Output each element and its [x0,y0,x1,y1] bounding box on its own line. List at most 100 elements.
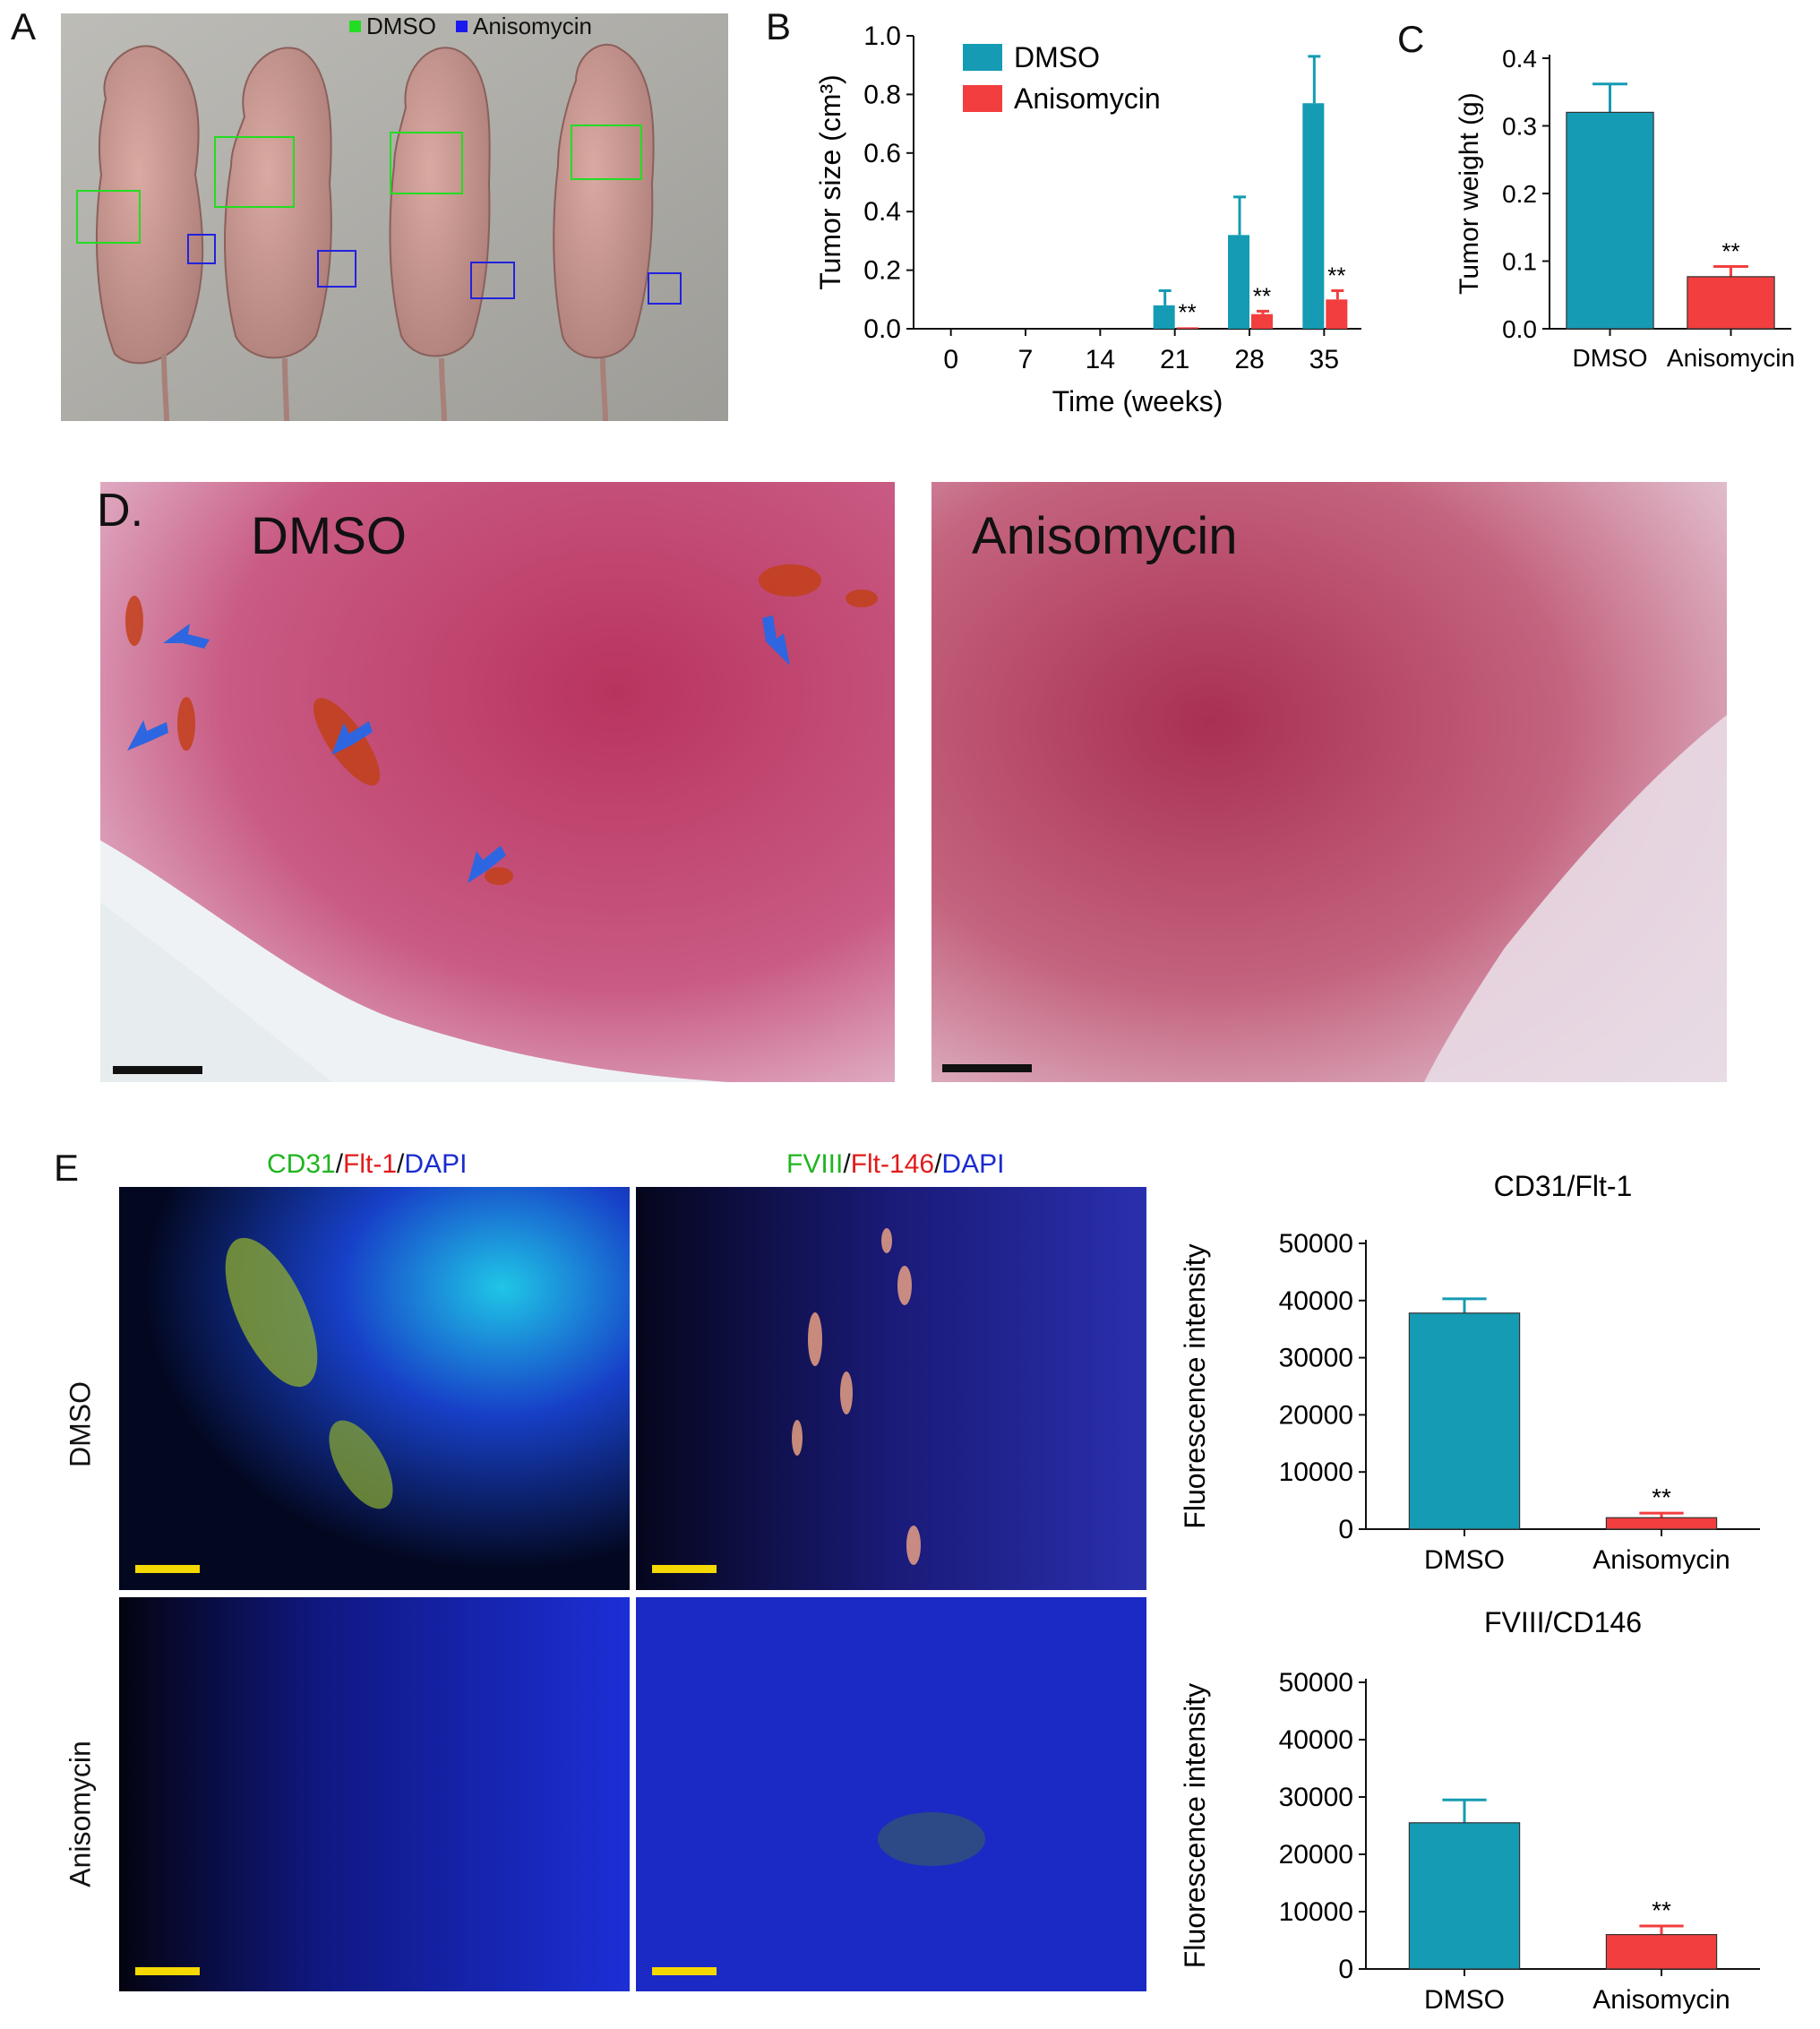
chart-e2-significance: ** [1652,1896,1671,1924]
chart-e2-bar [1605,1934,1718,1970]
legend-dmso-swatch [349,21,361,32]
chart-b-legend-label: DMSO [1014,41,1100,73]
chart-b-x-tick-label: 21 [1160,345,1189,374]
chart-e1-y-tick-label: 20000 [1279,1400,1353,1430]
chart-b-significance: ** [1179,298,1197,325]
chart-b-bar [1153,305,1175,329]
chart-e2-y-tick-label: 50000 [1279,1668,1353,1698]
fluorescence-anisomycin-fviii [636,1597,1146,1991]
fluorescence-dmso-fviii [636,1187,1146,1590]
panel-b-letter: B [766,5,792,47]
chart-c-significance: ** [1721,238,1739,265]
chart-c-y-tick-label: 0.0 [1502,315,1537,343]
chart-e2-y-tick-label: 30000 [1279,1783,1353,1812]
chart-c-y-tick-label: 0.3 [1502,113,1537,141]
chart-e2-y-axis-label: Fluorescence intensity [1179,1683,1211,1968]
legend-dmso: DMSO [349,13,436,40]
chart-b-bar [1228,235,1249,329]
chart-e-fviii: 0 10000 20000 30000 40000 50000 DMSO Anisomycin… [1179,1606,1760,2015]
chart-b-x-axis-label: Time (weeks) [1052,385,1223,417]
chart-b-y-tick-label: 0.2 [863,256,901,286]
chart-c-x-tick-label: DMSO [1573,344,1648,372]
chart-b-y-tick-label: 0.8 [863,80,901,109]
row-label-dmso: DMSO [64,1381,97,1467]
col1-part-3: / [397,1149,405,1179]
panel-e-letter: E [54,1147,80,1189]
fluorescence-anisomycin-cd31 [119,1597,630,1991]
chart-e2-x-tick-label: Anisomycin [1592,1985,1730,2015]
chart-b-legend-swatch [963,85,1002,112]
legend-dmso-label: DMSO [366,13,436,39]
chart-c-x-tick-label: Anisomycin [1667,344,1795,372]
chart-e1-title: CD31/Flt-1 [1494,1170,1633,1202]
chart-e2-x-tick-label: DMSO [1424,1985,1505,2015]
mice-photo [61,13,728,421]
column-header-cd31-flt1: CD31/Flt-1/DAPI [267,1149,467,1180]
col1-part-0: CD31 [267,1149,336,1179]
chart-b: 0.0 0.2 0.4 0.6 0.8 1.0 0 7 14 21 28 35 ** ** ** Time (… [814,21,1361,417]
col1-part-2: Flt-1 [343,1149,398,1179]
chart-b-bar [1176,327,1198,329]
legend-anisomycin-swatch [456,21,468,32]
col2-part-3: / [934,1149,942,1179]
chart-c-y-tick-label: 0.1 [1502,248,1537,276]
chart-e2-title: FVIII/CD146 [1484,1606,1642,1638]
chart-b-legend-label: Anisomycin [1014,82,1161,115]
photo-legend: DMSO Anisomycin [349,13,592,40]
chart-b-y-tick-label: 0.6 [863,139,901,168]
histology-dmso-label: DMSO [251,507,407,565]
chart-b-x-tick-label: 0 [943,345,958,374]
chart-e-cd31: 0 10000 20000 30000 40000 50000 DMSO Anisomycin… [1179,1170,1760,1575]
chart-c-bar [1566,111,1654,330]
chart-b-y-tick-label: 0.0 [863,314,901,344]
chart-c-y-tick-label: 0.4 [1502,45,1537,73]
chart-b-significance: ** [1253,282,1271,309]
chart-e2-bar [1408,1822,1521,1970]
chart-b-x-tick-label: 35 [1309,345,1339,374]
chart-e1-bar [1408,1312,1521,1530]
chart-b-significance: ** [1327,262,1345,288]
panel-d-letter: D. [97,485,144,537]
chart-e1-significance: ** [1652,1483,1671,1511]
chart-e2-y-tick-label: 0 [1338,1955,1353,1984]
chart-e1-bar [1605,1517,1718,1530]
chart-b-x-tick-label: 7 [1018,345,1034,374]
col2-part-0: FVIII [786,1149,844,1179]
legend-anisomycin-label: Anisomycin [473,13,592,39]
col2-part-2: Flt-146 [850,1149,935,1179]
chart-e1-y-tick-label: 30000 [1279,1344,1353,1373]
histology-anisomycin-label: Anisomycin [972,507,1238,565]
chart-e1-y-tick-label: 10000 [1279,1457,1353,1487]
histology-anisomycin [931,482,1727,1082]
chart-c-y-tick-label: 0.2 [1502,180,1537,208]
chart-b-bar [1326,299,1348,329]
chart-b-x-tick-label: 28 [1234,345,1264,374]
legend-anisomycin: Anisomycin [456,13,592,40]
col2-part-1: / [843,1149,851,1179]
chart-c-bar [1687,276,1775,330]
chart-e1-y-tick-label: 40000 [1279,1286,1353,1316]
panel-a-letter: A [11,5,37,47]
col1-part-1: / [335,1149,344,1179]
chart-e2-y-tick-label: 40000 [1279,1725,1353,1755]
chart-e1-y-tick-label: 50000 [1279,1229,1353,1259]
chart-b-x-tick-label: 14 [1086,345,1115,374]
chart-b-y-tick-label: 1.0 [863,21,901,51]
chart-b-bar [1302,103,1325,330]
chart-c-y-axis-label: Tumor weight (g) [1455,92,1484,295]
chart-e1-y-tick-label: 0 [1338,1515,1353,1544]
chart-e1-x-tick-label: DMSO [1424,1545,1505,1575]
chart-c: 0.0 0.1 0.2 0.3 0.4 DMSO Anisomycin ** Tumor wei… [1455,45,1795,372]
chart-e1-y-axis-label: Fluorescence intensity [1179,1243,1211,1528]
fluorescence-dmso-cd31 [119,1187,630,1590]
row-label-anisomycin: Anisomycin [64,1741,97,1887]
chart-b-legend-swatch [963,44,1002,71]
chart-b-y-tick-label: 0.4 [863,197,901,227]
chart-e2-y-tick-label: 10000 [1279,1897,1353,1927]
col1-part-4: DAPI [404,1149,468,1179]
chart-e2-y-tick-label: 20000 [1279,1840,1353,1870]
histology-dmso [100,482,895,1082]
chart-b-y-axis-label: Tumor size (cm³) [814,74,846,290]
chart-b-bar [1251,314,1273,329]
chart-e1-x-tick-label: Anisomycin [1592,1545,1730,1575]
